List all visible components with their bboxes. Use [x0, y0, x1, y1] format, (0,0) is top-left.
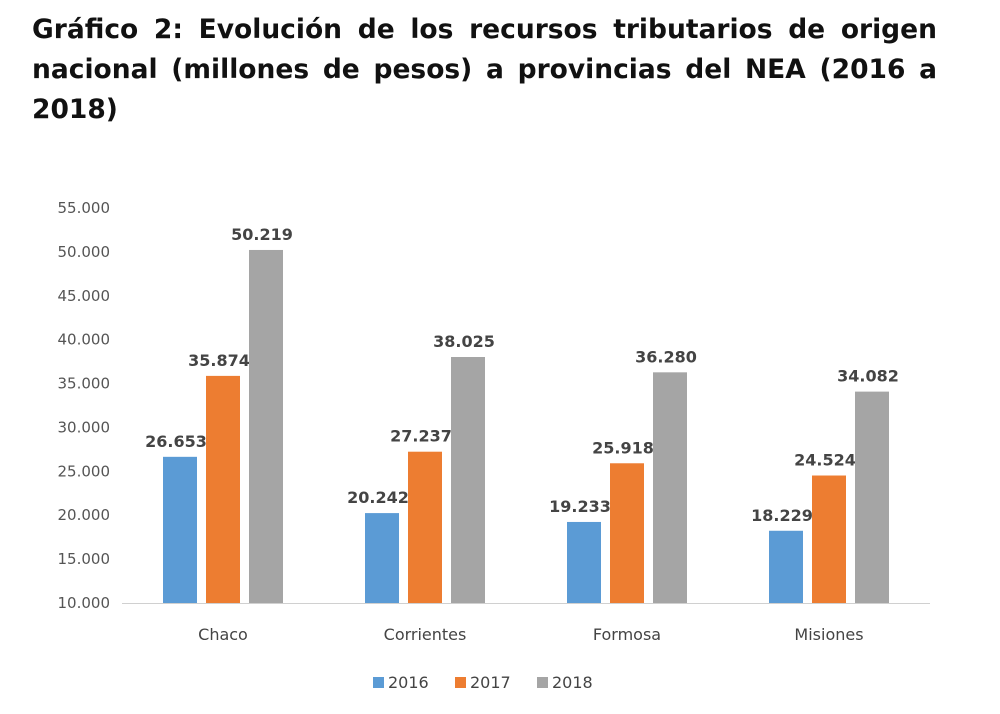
data-label: 50.219 — [231, 225, 293, 244]
bar-2017-chaco — [206, 375, 240, 603]
data-label: 18.229 — [751, 506, 813, 525]
y-tick-label: 20.000 — [58, 506, 111, 524]
bar-2018-formosa — [653, 372, 687, 603]
bar-2017-corrientes — [408, 451, 442, 603]
bar-2017-formosa — [610, 463, 644, 603]
bar-2016-formosa — [567, 521, 601, 603]
y-tick-label: 10.000 — [58, 594, 111, 612]
x-tick-label: Chaco — [198, 625, 248, 644]
bar-2018-misiones — [855, 391, 889, 603]
bar-2018-chaco — [249, 249, 283, 603]
legend-label: 2017 — [470, 673, 511, 692]
legend-label: 2016 — [388, 673, 429, 692]
data-label: 36.280 — [635, 347, 697, 366]
y-tick-label: 55.000 — [58, 199, 111, 217]
y-tick-label: 30.000 — [58, 418, 111, 436]
bar-2016-corrientes — [365, 513, 399, 603]
bar-2017-misiones — [812, 475, 846, 603]
x-tick-label: Corrientes — [384, 625, 467, 644]
bar-2018-corrientes — [451, 357, 485, 603]
x-tick-label: Formosa — [593, 625, 661, 644]
data-label: 35.874 — [188, 351, 250, 370]
data-label: 19.233 — [549, 497, 611, 516]
data-label: 38.025 — [433, 332, 495, 351]
y-tick-label: 40.000 — [58, 331, 111, 349]
y-tick-label: 50.000 — [58, 243, 111, 261]
chart-title: Gráfico 2: Evolución de los recursos tri… — [32, 14, 937, 125]
x-tick-label: Misiones — [794, 625, 863, 644]
y-tick-label: 15.000 — [58, 550, 111, 568]
bar-2016-misiones — [769, 530, 803, 603]
data-label: 24.524 — [794, 451, 856, 470]
bar-2016-chaco — [163, 456, 197, 603]
y-tick-label: 25.000 — [58, 462, 111, 480]
y-tick-label: 45.000 — [58, 287, 111, 305]
data-label: 26.653 — [145, 432, 207, 451]
legend-swatch-2018 — [537, 677, 548, 688]
data-label: 20.242 — [347, 488, 409, 507]
legend-swatch-2017 — [455, 677, 466, 688]
data-label: 27.237 — [390, 427, 452, 446]
legend-swatch-2016 — [373, 677, 384, 688]
data-label: 25.918 — [592, 438, 654, 457]
data-label: 34.082 — [837, 367, 899, 386]
y-tick-label: 35.000 — [58, 375, 111, 393]
legend-label: 2018 — [552, 673, 593, 692]
